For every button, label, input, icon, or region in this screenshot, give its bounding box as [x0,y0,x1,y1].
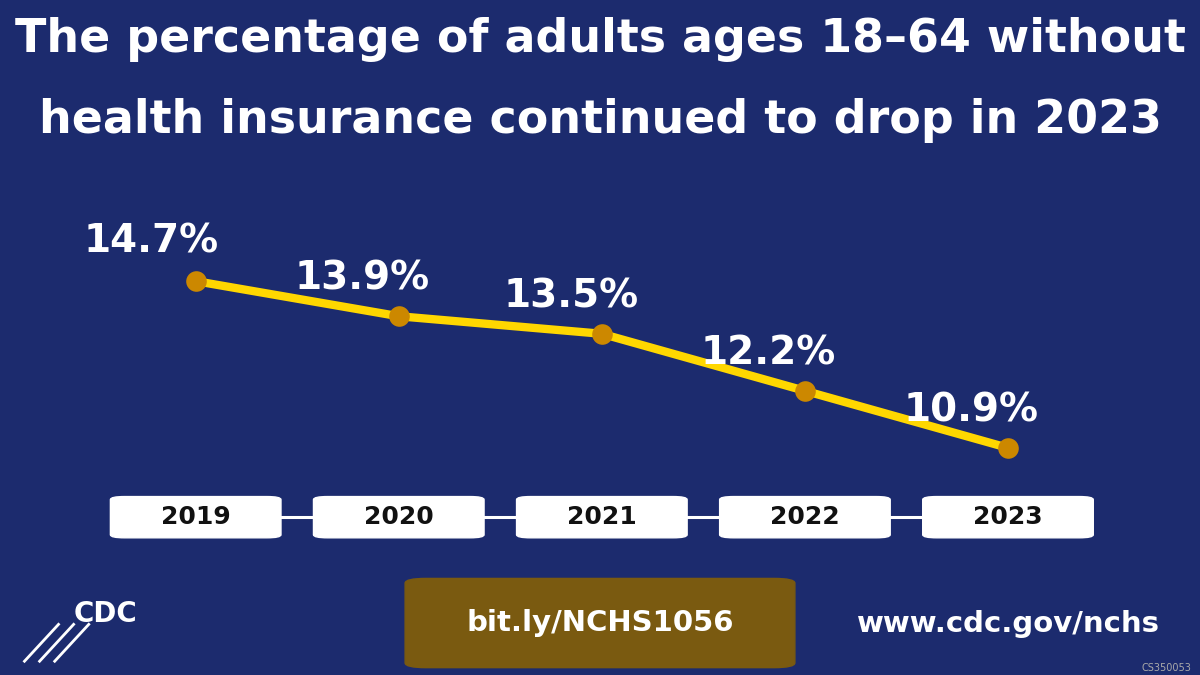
Text: 13.5%: 13.5% [504,277,638,315]
Text: health insurance continued to drop in 2023: health insurance continued to drop in 20… [38,98,1162,143]
Point [186,276,205,287]
FancyBboxPatch shape [406,578,794,668]
Text: 2019: 2019 [161,505,230,529]
Text: 2020: 2020 [364,505,433,529]
Text: 12.2%: 12.2% [701,334,836,373]
FancyBboxPatch shape [313,497,484,538]
Text: 2021: 2021 [566,505,637,529]
Text: bit.ly/NCHS1056: bit.ly/NCHS1056 [467,609,733,637]
Text: 13.9%: 13.9% [295,260,430,298]
FancyBboxPatch shape [516,497,688,538]
Text: 10.9%: 10.9% [904,392,1039,429]
FancyBboxPatch shape [720,497,890,538]
Point [796,385,815,396]
FancyBboxPatch shape [110,497,281,538]
Point [998,443,1018,454]
Point [593,329,612,340]
Text: CDC: CDC [73,600,137,628]
Text: www.cdc.gov/nchs: www.cdc.gov/nchs [857,610,1159,638]
Text: CS350053: CS350053 [1141,663,1192,673]
Point [389,310,408,321]
Text: 2023: 2023 [973,505,1043,529]
FancyBboxPatch shape [923,497,1093,538]
Text: The percentage of adults ages 18–64 without: The percentage of adults ages 18–64 with… [14,17,1186,62]
Text: 14.7%: 14.7% [84,222,218,260]
Text: 2022: 2022 [770,505,840,529]
